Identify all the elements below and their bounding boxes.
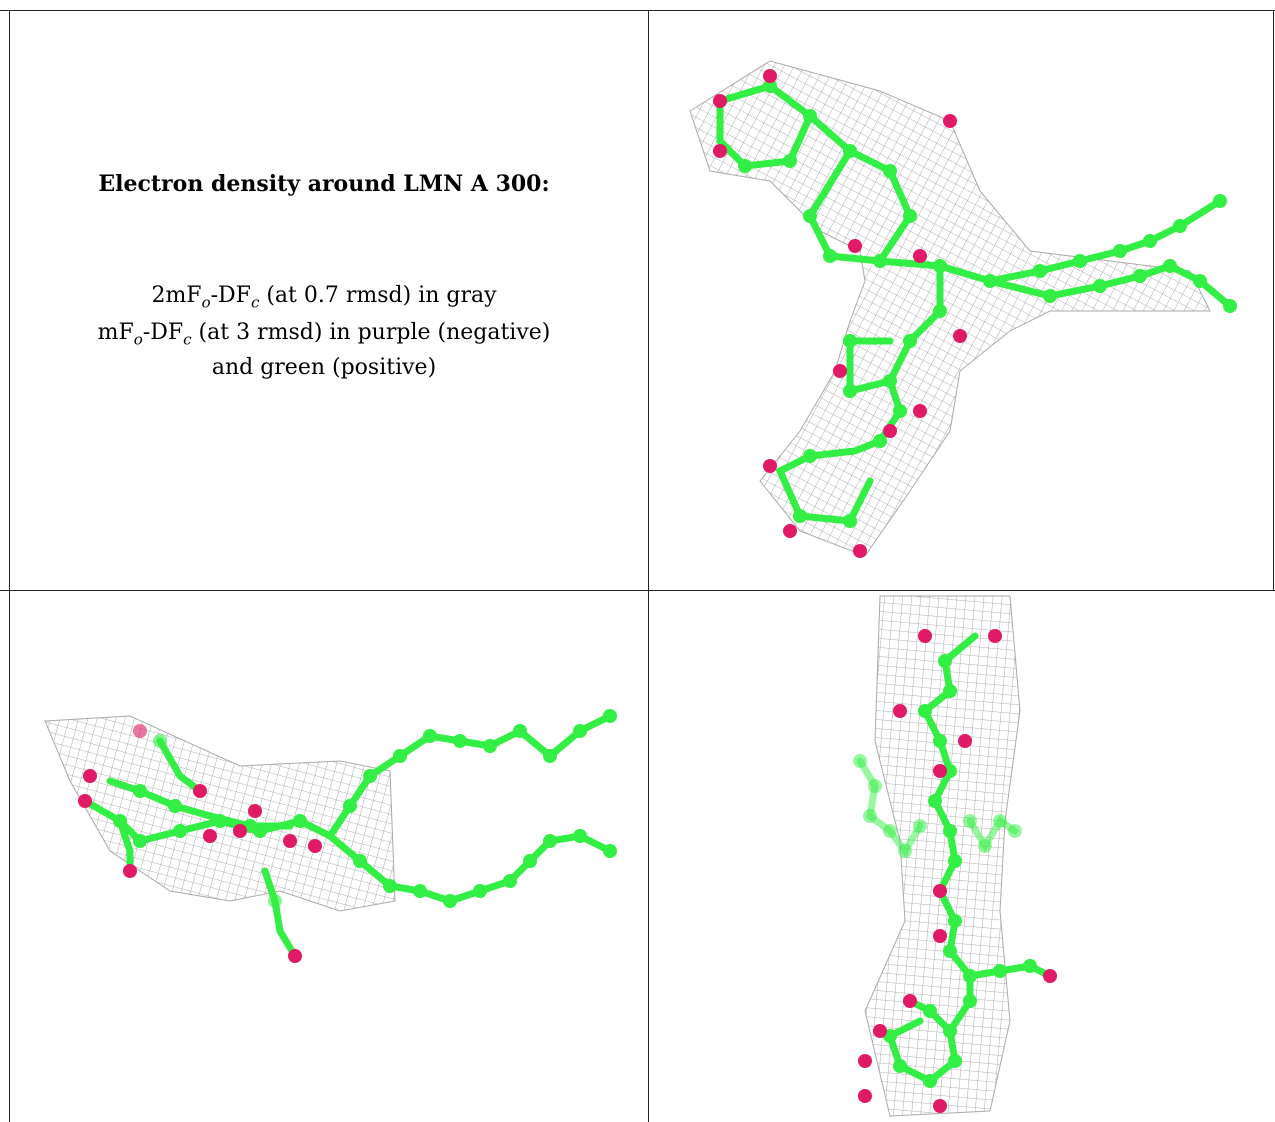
caption-line-1-prefix: 2mF [151,283,202,308]
caption-line-1-mid: -DF [210,283,251,308]
caption-line-3: and green (positive) [211,355,437,380]
caption-line-2-suffix: (at 3 rmsd) in purple (negative) [191,320,551,345]
oxygen-atoms [858,629,1057,1113]
density-mesh [689,60,1211,557]
caption-line-2-mid: -DF [142,320,184,345]
oxygen-atoms [713,69,967,558]
carbon-atoms [113,709,617,908]
table-border-top [0,10,1275,11]
caption-cell: Electron density around LMN A 300: 2mFo-… [0,0,648,590]
molecule-view-side-graphic [44,709,617,963]
caption-line-2-prefix: mF [97,320,134,345]
carbon-atoms [738,79,1237,528]
carbon-atoms [853,654,1037,1088]
table-border-right [1273,10,1274,590]
caption-line-2-sub-o: o [133,330,143,349]
table-border-left [9,10,10,1122]
caption-line-2-sub-c: c [183,330,192,349]
caption-line-2: mFo-DFc (at 3 rmsd) in purple (negative) [0,320,648,348]
table-border-center [648,10,649,1122]
molecule-view-side [10,591,647,1122]
caption-line-1: 2mFo-DFc (at 0.7 rmsd) in gray [0,283,648,311]
molecule-view-end [650,591,1273,1122]
molecule-view-top-graphic [689,60,1237,558]
molecule-view-end-graphic [853,595,1057,1117]
oxygen-atoms [78,724,322,963]
caption-line-1-sub-c: c [250,293,260,312]
table-border-middle [0,590,1275,591]
molecule-view-top [650,11,1273,589]
caption-line-1-suffix: (at 0.7 rmsd) in gray [259,283,497,308]
caption-line-1-sub-o: o [201,293,211,312]
caption-title: Electron density around LMN A 300: [98,171,550,197]
